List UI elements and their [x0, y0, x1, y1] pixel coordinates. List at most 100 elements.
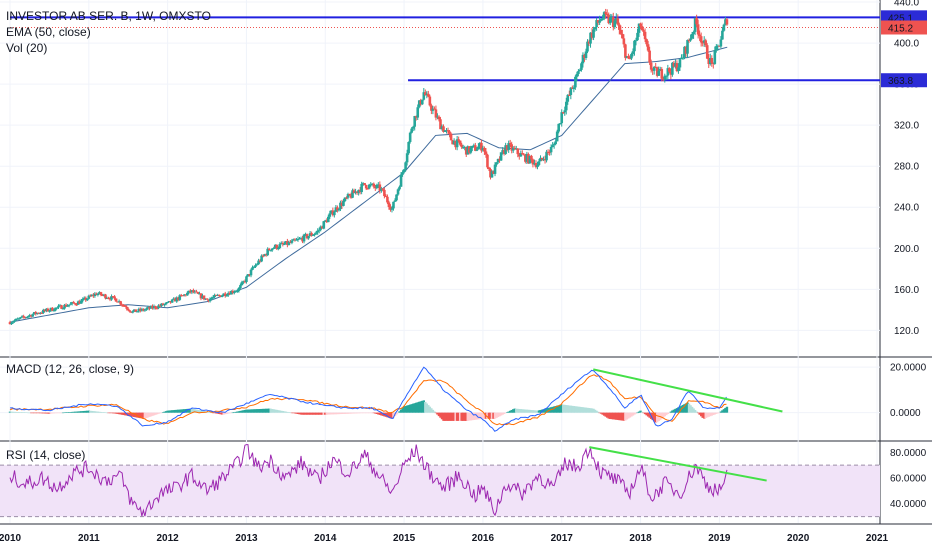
macd-histogram-bar — [296, 412, 300, 415]
macd-title[interactable]: MACD (12, 26, close, 9) — [6, 362, 135, 376]
macd-histogram-bar — [559, 404, 562, 413]
macd-histogram-bar — [580, 407, 583, 413]
macd-histogram-bar — [498, 412, 501, 417]
macd-histogram-bar — [163, 411, 166, 413]
macd-histogram-bar — [283, 411, 286, 413]
candle-body — [86, 298, 89, 301]
macd-histogram-bar — [345, 412, 348, 414]
candle-body — [181, 295, 185, 297]
candle-body — [308, 233, 312, 237]
vol-legend[interactable]: Vol (20) — [6, 41, 48, 55]
candle-body — [52, 310, 56, 312]
candle-body — [517, 154, 521, 157]
candle-body — [401, 172, 404, 175]
macd-histogram-bar — [487, 412, 491, 419]
candle-body — [507, 143, 510, 150]
candle-body — [443, 130, 447, 132]
candle-body — [299, 238, 303, 240]
macd-histogram-bar — [30, 412, 33, 414]
candle-body — [502, 150, 506, 154]
macd-histogram-bar — [254, 409, 257, 413]
rsi-title[interactable]: RSI (14, close) — [6, 448, 86, 462]
candle-body — [189, 290, 192, 293]
candle-body — [707, 58, 711, 65]
macd-histogram-bar — [428, 406, 432, 413]
candle-body — [260, 255, 263, 262]
candle-body — [261, 255, 265, 257]
macd-histogram-bar — [321, 412, 324, 415]
macd-histogram-bar — [243, 409, 247, 413]
macd-histogram-bar — [712, 412, 715, 416]
x-tick-label: 2018 — [629, 533, 652, 544]
candle-body — [721, 30, 724, 40]
macd-histogram-bar — [231, 412, 235, 414]
candle-body — [366, 188, 370, 190]
candle-body — [574, 76, 577, 88]
macd-histogram-bar — [411, 403, 415, 413]
macd-histogram-bar — [410, 404, 413, 413]
candle-body — [369, 184, 373, 186]
candle-body — [272, 247, 276, 249]
macd-histogram-bar — [446, 412, 450, 421]
price-tick-label: 120.0 — [894, 326, 919, 337]
macd-histogram-bar — [111, 412, 115, 414]
macd-histogram-bar — [416, 402, 419, 413]
candle-body — [377, 184, 380, 186]
candle-body — [633, 40, 636, 52]
candle-body — [46, 308, 50, 312]
macd-histogram-bar — [392, 412, 395, 418]
candle-body — [172, 298, 175, 300]
macd-histogram-bar — [492, 412, 495, 419]
macd-histogram-bar — [515, 408, 518, 413]
macd-histogram-bar — [619, 412, 623, 421]
macd-histogram-bar — [331, 412, 335, 415]
macd-histogram-bar — [11, 411, 15, 413]
candle-body — [696, 24, 700, 35]
macd-histogram-bar — [681, 404, 685, 413]
macd-histogram-bar — [612, 412, 615, 420]
candle-body — [298, 238, 301, 240]
macd-histogram-bar — [463, 412, 466, 421]
candle-body — [263, 254, 266, 256]
macd-histogram-bar — [305, 412, 309, 415]
candle-body — [69, 303, 72, 305]
candle-body — [70, 302, 74, 304]
candle-body — [220, 295, 224, 297]
candle-body — [480, 142, 483, 151]
ema-legend[interactable]: EMA (50, close) — [6, 25, 91, 39]
macd-histogram-bar — [61, 412, 65, 414]
candle-body — [142, 308, 145, 311]
macd-histogram-bar — [14, 411, 18, 413]
candle-body — [571, 87, 574, 89]
macd-histogram-bar — [252, 409, 256, 413]
candle-body — [23, 317, 27, 319]
macd-histogram-bar — [272, 409, 275, 413]
candle-body — [548, 152, 551, 154]
macd-histogram-bar — [349, 412, 353, 414]
candle-body — [37, 312, 41, 314]
macd-histogram-bar — [551, 406, 554, 413]
macd-histogram-bar — [267, 408, 271, 413]
macd-histogram-bar — [499, 412, 503, 416]
macd-histogram-bar — [198, 410, 201, 413]
candle-body — [599, 18, 603, 21]
macd-histogram-bar — [704, 412, 707, 418]
candle-body — [687, 39, 691, 41]
macd-histogram-bar — [202, 411, 206, 413]
candle-body — [587, 41, 591, 44]
candle-body — [725, 19, 729, 25]
candle-body — [580, 63, 583, 70]
candle-body — [131, 311, 135, 313]
macd-line — [9, 366, 727, 432]
candle-body — [314, 232, 318, 234]
candle-body — [581, 54, 585, 64]
macd-histogram-bar — [104, 412, 107, 413]
candle-body — [155, 308, 159, 310]
candle-body — [592, 29, 595, 38]
candle-body — [522, 154, 526, 156]
macd-histogram-bar — [546, 408, 550, 413]
candle-body — [273, 244, 277, 248]
candle-body — [651, 69, 654, 71]
candle-body — [405, 153, 409, 163]
macd-histogram-bar — [707, 412, 710, 417]
